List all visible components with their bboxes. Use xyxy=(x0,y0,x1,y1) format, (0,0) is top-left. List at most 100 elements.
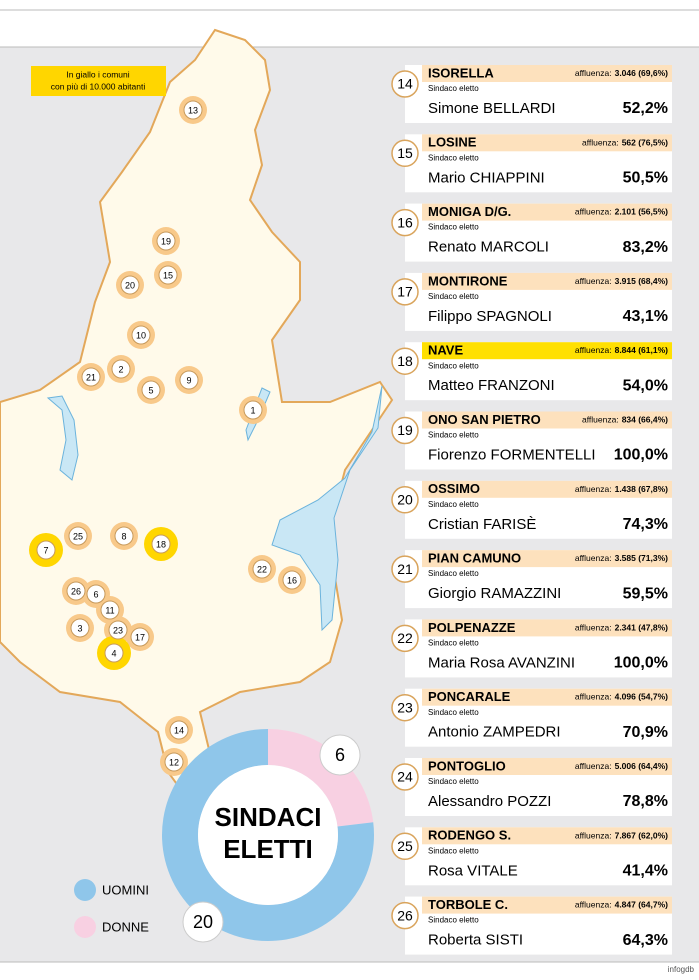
entry-number: 25 xyxy=(397,838,413,854)
entry-number-badge xyxy=(391,70,419,98)
map-marker xyxy=(130,627,150,647)
card-header xyxy=(422,134,672,152)
turnout: affluenza: 4.847 (64,7%) xyxy=(575,900,668,910)
municipality-name: MONTIRONE xyxy=(428,273,508,288)
vote-share: 41,4% xyxy=(623,863,668,880)
map-marker-label: 15 xyxy=(163,270,173,280)
turnout: affluenza: 562 (76,5%) xyxy=(582,138,668,148)
vote-share: 54,0% xyxy=(623,377,668,394)
entry-number-badge xyxy=(391,139,419,168)
vote-share: 64,3% xyxy=(623,932,668,949)
turnout-value: 4.096 (54,7%) xyxy=(615,692,669,702)
value-label: 6 xyxy=(335,745,345,765)
entry-number: 21 xyxy=(397,561,413,577)
mayor-name: Maria Rosa AVANZINI xyxy=(428,654,575,671)
turnout: affluenza: 2.101 (56,5%) xyxy=(575,207,668,217)
map-marker xyxy=(66,581,86,601)
role-label: Sindaco eletto xyxy=(428,292,479,301)
turnout: affluenza: 2.341 (47,8%) xyxy=(575,623,668,633)
turnout-label: affluenza: xyxy=(575,207,612,217)
turnout-label: affluenza: xyxy=(575,484,612,494)
municipality-name: PONCARALE xyxy=(428,689,511,704)
map-marker xyxy=(100,600,120,620)
entry-number-badge xyxy=(391,416,419,445)
map-marker xyxy=(156,231,176,251)
municipality-name: ONO SAN PIETRO xyxy=(428,412,541,427)
municipality-name: ISORELLA xyxy=(428,65,494,80)
entry-number-badge xyxy=(391,901,419,930)
mayor-name: Antonio ZAMPEDRI xyxy=(428,724,561,741)
map-marker-label: 14 xyxy=(174,725,184,735)
turnout-value: 2.101 (56,5%) xyxy=(615,207,669,217)
map-marker-label: 17 xyxy=(135,632,145,642)
entry-number: 20 xyxy=(397,492,413,508)
card-header xyxy=(422,827,672,845)
value-badge xyxy=(182,901,224,943)
turnout-value: 562 (76,5%) xyxy=(622,138,668,148)
value-label: 20 xyxy=(193,912,213,932)
vote-share: 83,2% xyxy=(623,239,668,256)
mayor-name: Renato MARCOLI xyxy=(428,239,549,256)
donut-segment xyxy=(268,729,374,827)
map-marker xyxy=(252,559,272,579)
turnout-value: 7.867 (62,0%) xyxy=(615,831,669,841)
turnout-label: affluenza: xyxy=(582,138,619,148)
card-header xyxy=(422,411,672,429)
turnout: affluenza: 5.006 (64,4%) xyxy=(575,761,668,771)
map-marker xyxy=(282,570,302,590)
map-marker-label: 26 xyxy=(71,586,81,596)
turnout-label: affluenza: xyxy=(575,692,612,702)
vote-share: 50,5% xyxy=(623,170,668,187)
turnout-label: affluenza: xyxy=(575,553,612,563)
vote-share: 59,5% xyxy=(623,585,668,602)
entry-number: 16 xyxy=(397,214,413,230)
vote-share: 74,3% xyxy=(623,516,668,533)
turnout-value: 3.585 (71,3%) xyxy=(615,553,669,563)
lake-garda xyxy=(271,385,383,632)
mayor-name: Rosa VITALE xyxy=(428,862,518,879)
legend-swatch xyxy=(74,916,96,938)
note-box xyxy=(31,66,166,96)
map-marker xyxy=(243,400,263,420)
vote-share: 43,1% xyxy=(623,308,668,325)
turnout-label: affluenza: xyxy=(575,623,612,633)
map-marker xyxy=(108,620,128,640)
turnout-value: 1.438 (67,8%) xyxy=(615,484,669,494)
entry-number-badge xyxy=(391,624,419,653)
card-header xyxy=(422,550,672,568)
role-label: Sindaco eletto xyxy=(428,431,479,440)
turnout-value: 5.006 (64,4%) xyxy=(615,761,669,771)
role-label: Sindaco eletto xyxy=(428,639,479,648)
mayor-name: Simone BELLARDI xyxy=(428,100,556,117)
turnout-value: 3.915 (68,4%) xyxy=(615,276,669,286)
turnout-value: 8.844 (61,1%) xyxy=(615,345,669,355)
map-marker xyxy=(114,526,134,546)
donut-title: ELETTI xyxy=(223,834,313,864)
credit: infogdb xyxy=(668,965,695,974)
card-header xyxy=(422,272,672,290)
map-marker xyxy=(151,534,171,554)
map-markers: 13 19 15 20 10 2 21 5 9 1 25 8 18 7 26 6 11 3 23 17 4 22 16 14 1… xyxy=(29,96,306,776)
municipality-name: NAVE xyxy=(428,343,463,358)
map-marker-label: 18 xyxy=(156,539,166,549)
entry-number-badge xyxy=(391,832,419,861)
map-marker-label: 7 xyxy=(43,545,48,555)
map-marker xyxy=(68,526,88,546)
mayor-name: Alessandro POZZI xyxy=(428,793,551,810)
mayor-name: Cristian FARISÈ xyxy=(428,516,536,533)
map-marker xyxy=(179,370,199,390)
map-marker xyxy=(164,752,184,772)
turnout-label: affluenza: xyxy=(575,900,612,910)
map-marker xyxy=(70,618,90,638)
entry-number: 22 xyxy=(397,630,413,646)
role-label: Sindaco eletto xyxy=(428,777,479,786)
turnout-value: 4.847 (64,7%) xyxy=(615,900,669,910)
note-text: con più di 10.000 abitanti xyxy=(51,81,146,91)
role-label: Sindaco eletto xyxy=(428,223,479,232)
card-header xyxy=(422,480,672,498)
map-marker-label: 21 xyxy=(86,372,96,382)
municipality-name: TORBOLE C. xyxy=(428,897,508,912)
card-header xyxy=(422,203,672,221)
role-label: Sindaco eletto xyxy=(428,569,479,578)
